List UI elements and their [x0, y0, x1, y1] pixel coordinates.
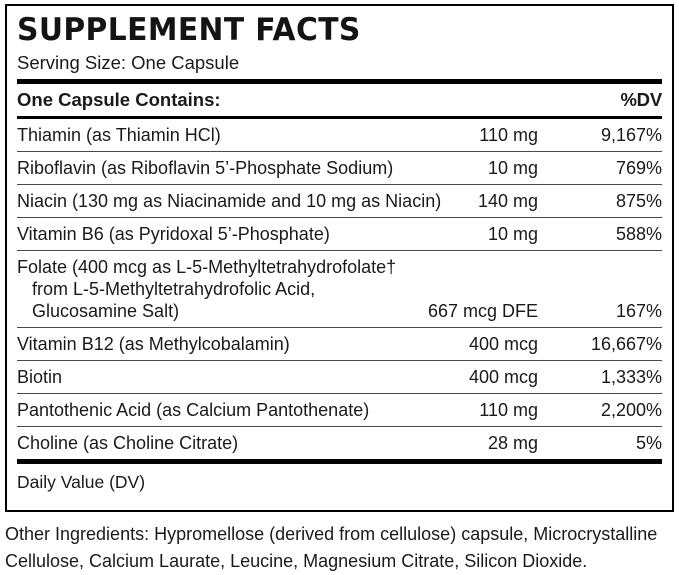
nutrient-name: Pantothenic Acid (as Calcium Pantothenat…: [17, 400, 370, 420]
nutrient-amount: 140 mg: [477, 191, 538, 211]
nutrient-dv: 5%: [635, 433, 662, 453]
daily-value-note: Daily Value (DV): [17, 472, 146, 492]
nutrient-amount: 400 mcg: [468, 367, 538, 387]
table-row: Thiamin (as Thiamin HCl) 110 mg 9,167%: [17, 119, 662, 151]
nutrient-amount: 10 mg: [487, 158, 538, 178]
nutrient-name: Folate (400 mcg as L-5-Methyltetrahydrof…: [17, 251, 406, 327]
nutrient-dv: 769%: [615, 158, 662, 178]
page-title: SUPPLEMENT FACTS: [17, 12, 361, 48]
nutrient-amount: 400 mcg: [468, 334, 538, 354]
row-divider: [17, 217, 662, 218]
nutrient-dv: 588%: [615, 224, 662, 244]
column-header-name: One Capsule Contains:: [17, 89, 221, 110]
nutrient-amount: 667 mcg DFE: [427, 301, 538, 321]
column-header-dv: %DV: [620, 89, 662, 110]
nutrient-amount: 110 mg: [479, 125, 538, 145]
other-ingredients-line2: Cellulose, Calcium Laurate, Leucine, Mag…: [5, 551, 588, 571]
nutrient-name: Niacin (130 mg as Niacinamide and 10 mg …: [17, 191, 442, 211]
table-row: Vitamin B12 (as Methylcobalamin) 400 mcg…: [17, 328, 662, 360]
table-row: Riboflavin (as Riboflavin 5’-Phosphate S…: [17, 152, 662, 184]
table-row: Folate (400 mcg as L-5-Methyltetrahydrof…: [17, 251, 662, 327]
nutrient-dv: 9,167%: [600, 125, 662, 145]
other-ingredients-line1: Other Ingredients: Hypromellose (derived…: [5, 524, 658, 544]
table-row: Biotin 400 mcg 1,333%: [17, 361, 662, 393]
nutrient-dv: 167%: [615, 301, 662, 321]
nutrient-amount: 10 mg: [487, 224, 538, 244]
nutrient-amount: 110 mg: [479, 400, 538, 420]
table-row: Pantothenic Acid (as Calcium Pantothenat…: [17, 394, 662, 426]
nutrient-name: Thiamin (as Thiamin HCl): [17, 125, 221, 145]
nutrient-amount: 28 mg: [487, 433, 538, 453]
nutrient-name: Vitamin B12 (as Methylcobalamin): [17, 334, 290, 354]
nutrient-name-line2: from L-5-Methyltetrahydrofolic Acid,: [32, 279, 316, 299]
table-row: Niacin (130 mg as Niacinamide and 10 mg …: [17, 185, 662, 217]
nutrient-dv: 16,667%: [590, 334, 662, 354]
row-divider: [17, 184, 662, 185]
facts-panel: SUPPLEMENT FACTS Serving Size: One Capsu…: [5, 4, 674, 512]
table-row: Vitamin B6 (as Pyridoxal 5’-Phosphate) 1…: [17, 218, 662, 250]
nutrient-name: Biotin: [17, 367, 63, 387]
divider-med-header: [17, 116, 662, 119]
row-divider: [17, 250, 662, 251]
row-divider: [17, 426, 662, 427]
nutrient-name: Vitamin B6 (as Pyridoxal 5’-Phosphate): [17, 224, 330, 244]
row-divider: [17, 327, 662, 328]
divider-thick-top: [17, 79, 662, 84]
nutrient-name-line1: Folate (400 mcg as L-5-Methyltetrahydrof…: [17, 257, 397, 277]
row-divider: [17, 151, 662, 152]
nutrition-table: One Capsule Contains: %DV Thiamin (as Th…: [17, 84, 662, 459]
serving-size-text: Serving Size: One Capsule: [17, 52, 240, 73]
nutrient-dv: 1,333%: [600, 367, 662, 387]
divider-thick-bottom: [17, 459, 662, 464]
other-ingredients: Other Ingredients: Hypromellose (derived…: [5, 521, 677, 575]
row-divider: [17, 393, 662, 394]
column-header-amount: [406, 84, 550, 116]
nutrient-dv: 875%: [615, 191, 662, 211]
table-row: Choline (as Choline Citrate) 28 mg 5%: [17, 427, 662, 459]
table-header-row: One Capsule Contains: %DV: [17, 84, 662, 116]
nutrient-name-line3: Glucosamine Salt): [32, 301, 180, 321]
nutrient-dv: 2,200%: [600, 400, 662, 420]
nutrient-name: Choline (as Choline Citrate): [17, 433, 239, 453]
row-divider: [17, 360, 662, 361]
nutrient-name: Riboflavin (as Riboflavin 5’-Phosphate S…: [17, 158, 394, 178]
